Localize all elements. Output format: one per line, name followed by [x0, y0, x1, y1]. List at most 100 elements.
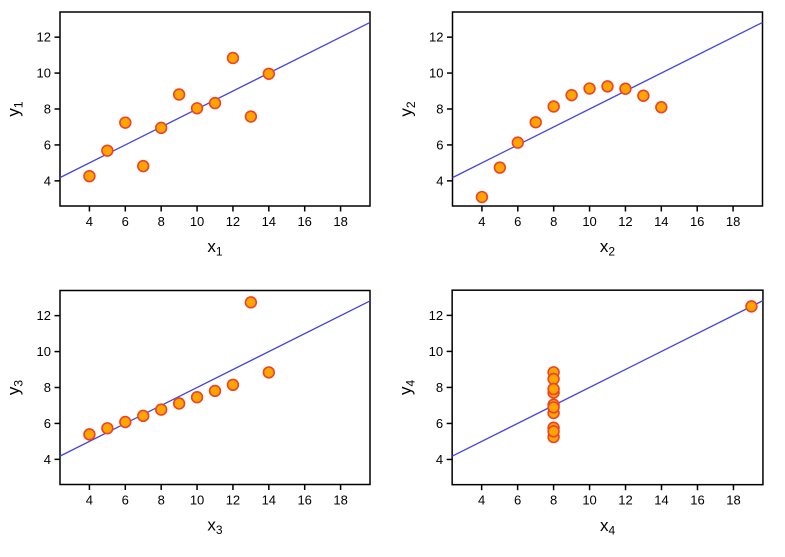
x-tick-label: 18: [333, 493, 347, 508]
x-tick-label: 6: [122, 493, 129, 508]
regression-line: [452, 21, 763, 179]
x-axis-label: x4: [600, 516, 616, 538]
x-tick-label: 16: [690, 214, 704, 229]
x-axis-label: x1: [207, 237, 223, 259]
data-point: [137, 409, 150, 423]
x-axis-label: x3: [207, 516, 223, 538]
data-point: [172, 397, 186, 410]
data-point: [226, 378, 240, 392]
data-point: [547, 100, 560, 113]
panel-y2-vs-x2: 4 6 8 10 12 14 16 18 4 6 8 10 12 x2 y2: [392, 0, 785, 278]
x-tick-label: 4: [478, 493, 485, 508]
data-point: [101, 144, 114, 157]
y-tick-label: 12: [37, 308, 51, 323]
data-point: [119, 116, 132, 129]
data-point: [637, 89, 650, 102]
y-tick-label: 4: [44, 173, 51, 188]
data-point: [619, 82, 632, 95]
y-tick-label: 4: [436, 452, 443, 467]
x-tick-label: 6: [514, 214, 521, 229]
x-tick-label: 8: [550, 214, 557, 229]
x-axis-label: x2: [600, 237, 616, 259]
data-point: [244, 296, 258, 309]
x-tick-label: 12: [618, 493, 632, 508]
y-axis-label: y3: [4, 380, 26, 396]
data-point: [83, 428, 96, 441]
y-tick-label: 10: [37, 66, 51, 81]
x-tick-label: 16: [297, 214, 311, 229]
data-point: [154, 121, 168, 135]
y-axis-label: y4: [396, 380, 418, 396]
panel-y1-vs-x1: 4 6 8 10 12 14 16 18 4 6 8 10 12 x1 y1: [0, 0, 392, 278]
y-tick-label: 8: [44, 380, 51, 395]
x-tick-label: 16: [690, 493, 704, 508]
data-point: [565, 88, 578, 102]
data-point: [475, 190, 489, 204]
data-point: [583, 82, 596, 95]
data-point: [154, 403, 168, 416]
data-point: [511, 136, 525, 149]
y-tick-label: 8: [436, 380, 443, 395]
regression-line: [451, 300, 764, 457]
data-point: [262, 366, 276, 379]
panel-y4-vs-x4: 4 6 8 10 12 14 16 18 4 6 8 10 12 x4 y4: [392, 278, 785, 557]
y-tick-label: 6: [44, 416, 51, 431]
data-point: [547, 401, 560, 414]
x-tick-label: 4: [86, 214, 93, 229]
x-tick-label: 10: [582, 493, 596, 508]
y-axis-label: y1: [4, 101, 26, 117]
x-tick-label: 14: [262, 493, 276, 508]
x-tick-label: 6: [514, 493, 521, 508]
x-tick-label: 4: [478, 214, 485, 229]
y-tick-label: 8: [44, 102, 51, 117]
x-tick-label: 8: [158, 493, 165, 508]
data-point: [190, 102, 204, 115]
data-point: [226, 51, 240, 65]
x-tick-label: 14: [654, 493, 668, 508]
plot-box: [451, 11, 764, 207]
data-point: [655, 101, 668, 114]
x-tick-label: 14: [654, 214, 668, 229]
data-point: [101, 422, 114, 435]
y-tick-label: 6: [436, 137, 443, 152]
x-tick-label: 6: [122, 214, 129, 229]
x-tick-label: 12: [226, 214, 240, 229]
y-tick-label: 12: [37, 30, 51, 45]
x-tick-label: 16: [297, 493, 311, 508]
y-tick-label: 10: [429, 344, 443, 359]
x-tick-label: 14: [262, 214, 276, 229]
data-point: [745, 300, 758, 313]
y-tick-label: 8: [436, 102, 443, 117]
data-point: [529, 116, 542, 129]
x-tick-label: 18: [726, 214, 740, 229]
x-tick-label: 8: [158, 214, 165, 229]
data-point: [83, 169, 96, 183]
data-point: [208, 384, 222, 398]
data-point: [190, 390, 204, 404]
y-axis-label: y2: [397, 101, 419, 117]
data-point: [547, 382, 560, 396]
x-tick-label: 12: [618, 214, 632, 229]
y-tick-label: 10: [429, 66, 443, 81]
data-point: [547, 425, 560, 438]
y-tick-label: 12: [429, 308, 443, 323]
x-tick-label: 10: [190, 214, 204, 229]
panel-y3-vs-x3: 4 6 8 10 12 14 16 18 4 6 8 10 12 x3 y3: [0, 278, 392, 557]
x-tick-label: 4: [86, 493, 93, 508]
data-point: [547, 372, 560, 386]
y-tick-label: 6: [44, 137, 51, 152]
y-tick-label: 4: [436, 173, 443, 188]
x-tick-label: 18: [726, 493, 740, 508]
data-point: [208, 96, 222, 110]
y-tick-label: 4: [44, 452, 51, 467]
y-tick-label: 10: [37, 344, 51, 359]
x-tick-label: 12: [226, 493, 240, 508]
plot-box: [451, 289, 764, 486]
x-tick-label: 10: [190, 493, 204, 508]
y-tick-label: 6: [436, 416, 443, 431]
